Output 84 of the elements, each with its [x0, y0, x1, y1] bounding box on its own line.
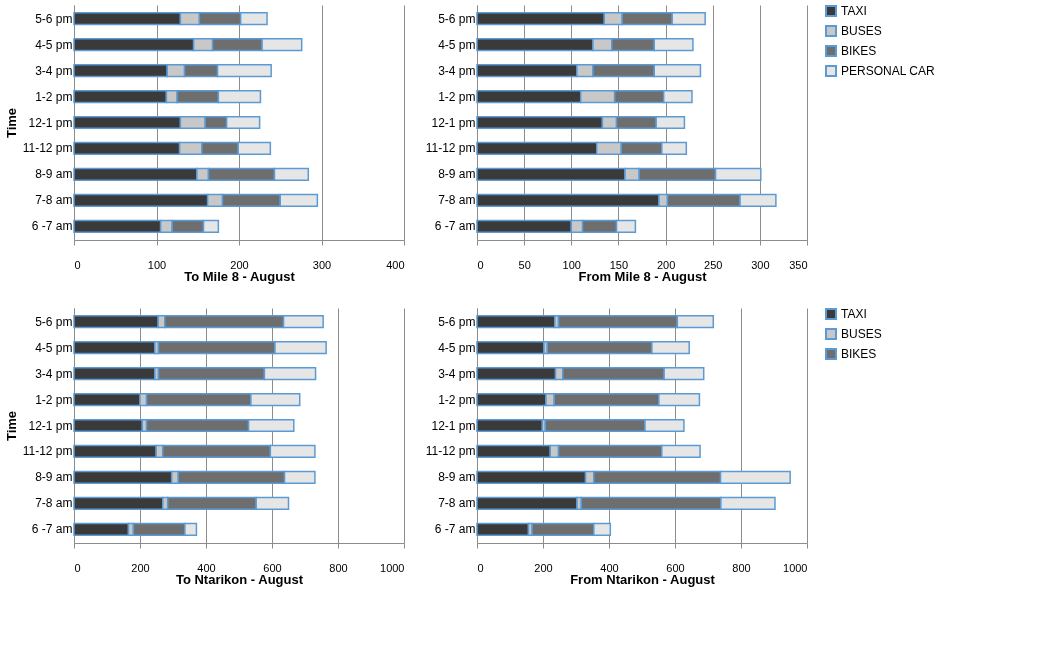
y-tick-label: 6 -7 am [434, 219, 476, 234]
y-tick-label: 8-9 am [438, 167, 476, 182]
legend-label: BIKES [841, 347, 877, 361]
y-tick-label: 12-1 pm [28, 115, 73, 130]
y-tick-label: 11-12 pm [425, 444, 476, 459]
y-tick-label: 7-8 am [438, 496, 476, 511]
bar [73, 341, 156, 355]
legend-label: TAXI [841, 307, 867, 321]
y-tick-label: 5-6 pm [438, 11, 476, 26]
legend-label: TAXI [841, 4, 867, 18]
x-tick-label: 600 [666, 561, 685, 574]
legend-label: BUSES [841, 24, 882, 38]
x-axis-title: From Mile 8 - August [578, 268, 708, 284]
x-tick-label: 300 [751, 258, 770, 271]
bar [476, 418, 544, 433]
y-tick-label: 8-9 am [35, 167, 73, 182]
y-tick-label: 4-5 pm [438, 37, 476, 52]
x-tick-label: 800 [732, 561, 751, 574]
x-tick-label: 800 [329, 561, 348, 574]
x-tick-label: 400 [600, 561, 619, 574]
y-tick-label: 5-6 pm [438, 314, 476, 329]
x-tick-label: 300 [312, 258, 332, 271]
x-tick-label: 200 [534, 561, 553, 574]
y-tick-label: 11-12 pm [425, 141, 476, 156]
y-tick-label: 4-5 pm [35, 37, 73, 52]
x-axis-title: To Mile 8 - August [184, 268, 296, 284]
y-axis-title: Time [3, 410, 19, 442]
y-tick-label: 4-5 pm [35, 340, 73, 355]
x-tick-label: 200 [656, 258, 676, 271]
legend-label: PERSONAL CAR [841, 64, 935, 78]
bar [73, 418, 144, 433]
y-tick-label: 6 -7 am [434, 522, 476, 537]
x-tick-label: 400 [197, 561, 216, 574]
y-tick-label: 1-2 pm [35, 392, 73, 407]
x-tick-label: 150 [609, 258, 629, 271]
y-tick-label: 1-2 pm [438, 392, 476, 407]
y-tick-label: 3-4 pm [438, 366, 476, 381]
y-tick-label: 6 -7 am [31, 522, 73, 537]
y-tick-label: 4-5 pm [438, 340, 476, 355]
legend-label: BUSES [841, 327, 882, 341]
y-tick-label: 6 -7 am [31, 219, 73, 234]
y-tick-label: 8-9 am [35, 470, 73, 485]
y-tick-label: 11-12 pm [22, 444, 73, 459]
x-tick-label: 200 [230, 258, 249, 271]
x-tick-label: 100 [147, 258, 167, 271]
y-tick-label: 1-2 pm [438, 89, 476, 104]
x-axis-title: To Ntarikon - August [175, 571, 304, 587]
x-tick-label: 0 [477, 258, 484, 271]
y-tick-label: 3-4 pm [35, 366, 73, 381]
bar [73, 366, 156, 381]
y-tick-label: 12-1 pm [431, 418, 476, 433]
legend-label: BIKES [841, 44, 877, 58]
y-tick-label: 7-8 am [35, 496, 73, 511]
y-tick-label: 5-6 pm [35, 11, 73, 26]
y-axis-title: Time [3, 107, 19, 139]
x-tick-label: 400 [386, 258, 405, 271]
y-tick-label: 8-9 am [438, 470, 476, 485]
y-tick-label: 11-12 pm [22, 141, 73, 156]
x-tick-label: 250 [704, 258, 723, 271]
y-tick-label: 3-4 pm [35, 63, 73, 78]
y-tick-label: 7-8 am [35, 193, 73, 208]
bar [73, 522, 130, 536]
x-tick-label: 1000 [380, 561, 405, 574]
x-tick-label: 100 [562, 258, 581, 271]
x-tick-label: 350 [789, 258, 808, 271]
y-tick-label: 1-2 pm [35, 89, 73, 104]
y-tick-label: 12-1 pm [28, 418, 73, 433]
x-axis-title: From Ntarikon - August [570, 571, 716, 587]
x-tick-label: 1000 [783, 561, 808, 574]
x-tick-label: 200 [131, 561, 150, 574]
x-tick-label: 0 [74, 258, 81, 271]
x-tick-label: 50 [518, 258, 531, 271]
bar [476, 315, 556, 329]
x-tick-label: 0 [74, 561, 81, 574]
y-tick-label: 5-6 pm [35, 314, 73, 329]
y-tick-label: 12-1 pm [431, 115, 476, 130]
bar [476, 341, 545, 355]
y-tick-label: 7-8 am [438, 193, 476, 208]
bar [476, 522, 530, 536]
x-tick-label: 0 [477, 561, 484, 574]
bar [73, 496, 164, 510]
y-tick-label: 3-4 pm [438, 63, 476, 78]
x-tick-label: 600 [263, 561, 282, 574]
bar [476, 496, 578, 510]
